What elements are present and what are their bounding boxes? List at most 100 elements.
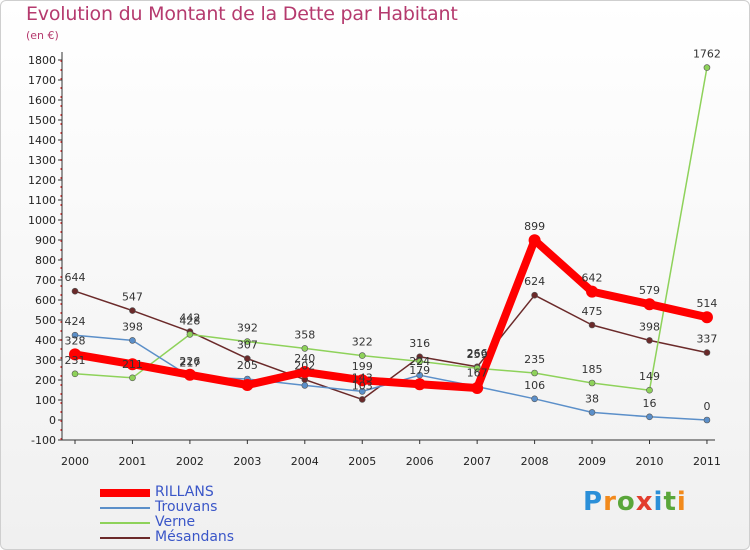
data-point [531,395,538,403]
x-tick-label: 2011 [693,455,721,468]
data-label: 322 [352,336,373,349]
data-label: 240 [294,352,315,365]
data-label: 38 [585,392,599,405]
y-tick-label: 1100 [28,194,56,207]
data-point [700,311,713,324]
y-tick-label: 1000 [28,214,56,227]
data-label: 224 [409,355,430,368]
x-tick-label: 2002 [176,455,204,468]
y-tick-label: 800 [35,254,56,267]
data-point [183,368,196,381]
x-tick-label: 2000 [61,455,89,468]
data-label: 424 [65,315,86,328]
x-tick-label: 2004 [291,455,319,468]
logo-letter: o [616,487,636,517]
y-tick-label: 1400 [28,134,56,147]
data-point [186,331,194,338]
data-label: 205 [237,359,258,372]
y-tick-label: 400 [35,334,56,347]
y-tick-label: 900 [35,234,56,247]
y-tick-label: 1800 [28,54,56,67]
logo-letter: x [635,487,654,517]
y-tick-label: 1300 [28,154,56,167]
data-point [301,382,309,389]
data-label: 398 [122,320,143,333]
data-point [244,338,251,345]
legend-item-rillans: RILLANS [100,484,300,500]
data-label: 547 [122,291,143,304]
legend-swatch [100,521,150,524]
data-label: 899 [524,220,545,233]
data-label: 328 [65,334,86,347]
data-point [531,369,538,377]
logo-letter: t [663,487,677,517]
x-tick-label: 2003 [233,455,261,468]
data-label: 211 [122,358,143,371]
legend-swatch [100,506,150,509]
data-point [69,348,81,361]
y-tick-label: 1200 [28,174,56,187]
chart-title: Evolution du Montant de la Dette par Hab… [26,3,458,25]
y-tick-label: 1600 [28,94,56,107]
data-label: 579 [639,284,660,297]
data-label: 307 [237,339,258,352]
data-point [471,382,484,394]
data-point [416,358,424,365]
data-label: 235 [524,353,545,366]
legend-item-verne: Verne [100,514,300,530]
data-point [588,379,596,387]
data-label: 217 [179,357,200,370]
y-tick-label: 0 [49,414,56,427]
data-point [643,298,656,311]
data-label: 1762 [693,48,721,61]
x-tick-label: 2008 [521,455,549,468]
data-label: 358 [294,328,315,341]
legend-swatch [100,536,150,539]
data-label: 337 [696,333,717,346]
data-point [703,349,711,356]
data-point [646,413,653,421]
data-label: 185 [582,363,603,376]
legend-label: Trouvans [155,499,218,515]
legend-swatch [100,488,150,497]
data-point [244,355,251,362]
data-point [129,374,136,382]
data-point [358,388,366,395]
data-label: 442 [179,312,200,325]
x-tick-label: 2006 [406,455,434,468]
data-label: 226 [179,355,200,368]
x-tick-label: 2007 [463,455,491,468]
data-point [298,366,311,378]
series-line-rillans [71,236,711,392]
data-point [413,378,426,391]
data-label: 428 [179,314,200,327]
x-tick-label: 2005 [348,455,376,468]
y-tick-label: 500 [35,314,56,327]
data-label: 199 [352,360,373,373]
data-point [703,416,711,424]
data-point [588,321,596,329]
chart-legend: RILLANS Trouvans Verne Mésandans [100,484,300,545]
data-label: 149 [639,370,660,383]
data-label: 167 [467,367,488,380]
proxiti-logo: Proxiti [583,487,687,517]
x-tick-label: 2009 [578,455,606,468]
data-point [358,352,366,359]
data-point [71,331,79,339]
data-point [646,337,653,344]
data-point [71,370,79,378]
data-point [126,358,139,371]
data-label: 642 [582,272,603,285]
data-label: 316 [409,337,430,350]
data-label: 644 [65,271,86,284]
data-point [531,291,538,299]
data-label: 202 [294,360,315,373]
x-tick-label: 2001 [118,455,146,468]
y-tick-label: 700 [35,274,56,287]
y-tick-label: 1700 [28,74,56,87]
data-label: 106 [524,379,545,392]
data-point [241,379,254,391]
data-label: 514 [696,297,717,310]
y-tick-label: 100 [35,394,56,407]
data-point [129,307,136,314]
